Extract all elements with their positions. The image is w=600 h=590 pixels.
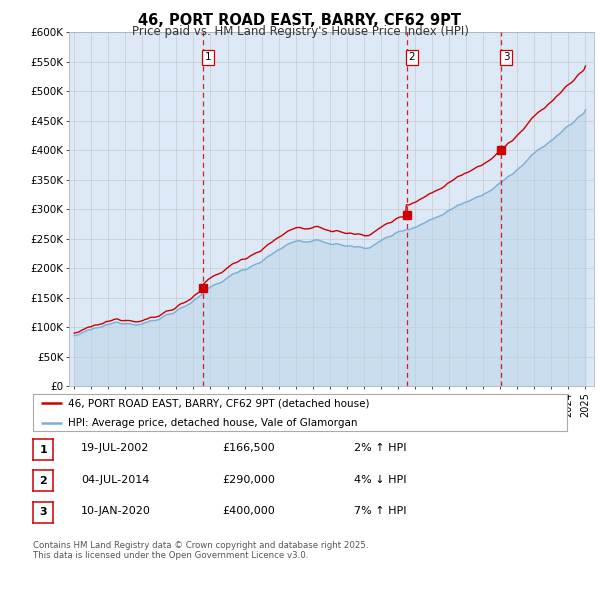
Text: 7% ↑ HPI: 7% ↑ HPI	[354, 506, 407, 516]
Text: £400,000: £400,000	[222, 506, 275, 516]
Text: 3: 3	[40, 507, 47, 517]
Text: 19-JUL-2002: 19-JUL-2002	[81, 444, 149, 453]
Text: 3: 3	[503, 53, 509, 62]
Text: 46, PORT ROAD EAST, BARRY, CF62 9PT (detached house): 46, PORT ROAD EAST, BARRY, CF62 9PT (det…	[68, 398, 369, 408]
Text: £290,000: £290,000	[222, 475, 275, 484]
Text: Price paid vs. HM Land Registry's House Price Index (HPI): Price paid vs. HM Land Registry's House …	[131, 25, 469, 38]
Text: 04-JUL-2014: 04-JUL-2014	[81, 475, 149, 484]
Text: Contains HM Land Registry data © Crown copyright and database right 2025.: Contains HM Land Registry data © Crown c…	[33, 541, 368, 550]
Text: 2% ↑ HPI: 2% ↑ HPI	[354, 444, 407, 453]
Text: 10-JAN-2020: 10-JAN-2020	[81, 506, 151, 516]
Text: HPI: Average price, detached house, Vale of Glamorgan: HPI: Average price, detached house, Vale…	[68, 418, 357, 428]
Text: 2: 2	[409, 53, 415, 62]
Text: 4% ↓ HPI: 4% ↓ HPI	[354, 475, 407, 484]
Text: 46, PORT ROAD EAST, BARRY, CF62 9PT: 46, PORT ROAD EAST, BARRY, CF62 9PT	[139, 13, 461, 28]
Text: 1: 1	[40, 445, 47, 454]
Text: This data is licensed under the Open Government Licence v3.0.: This data is licensed under the Open Gov…	[33, 552, 308, 560]
Text: 1: 1	[205, 53, 211, 62]
Text: 2: 2	[40, 476, 47, 486]
Text: £166,500: £166,500	[222, 444, 275, 453]
